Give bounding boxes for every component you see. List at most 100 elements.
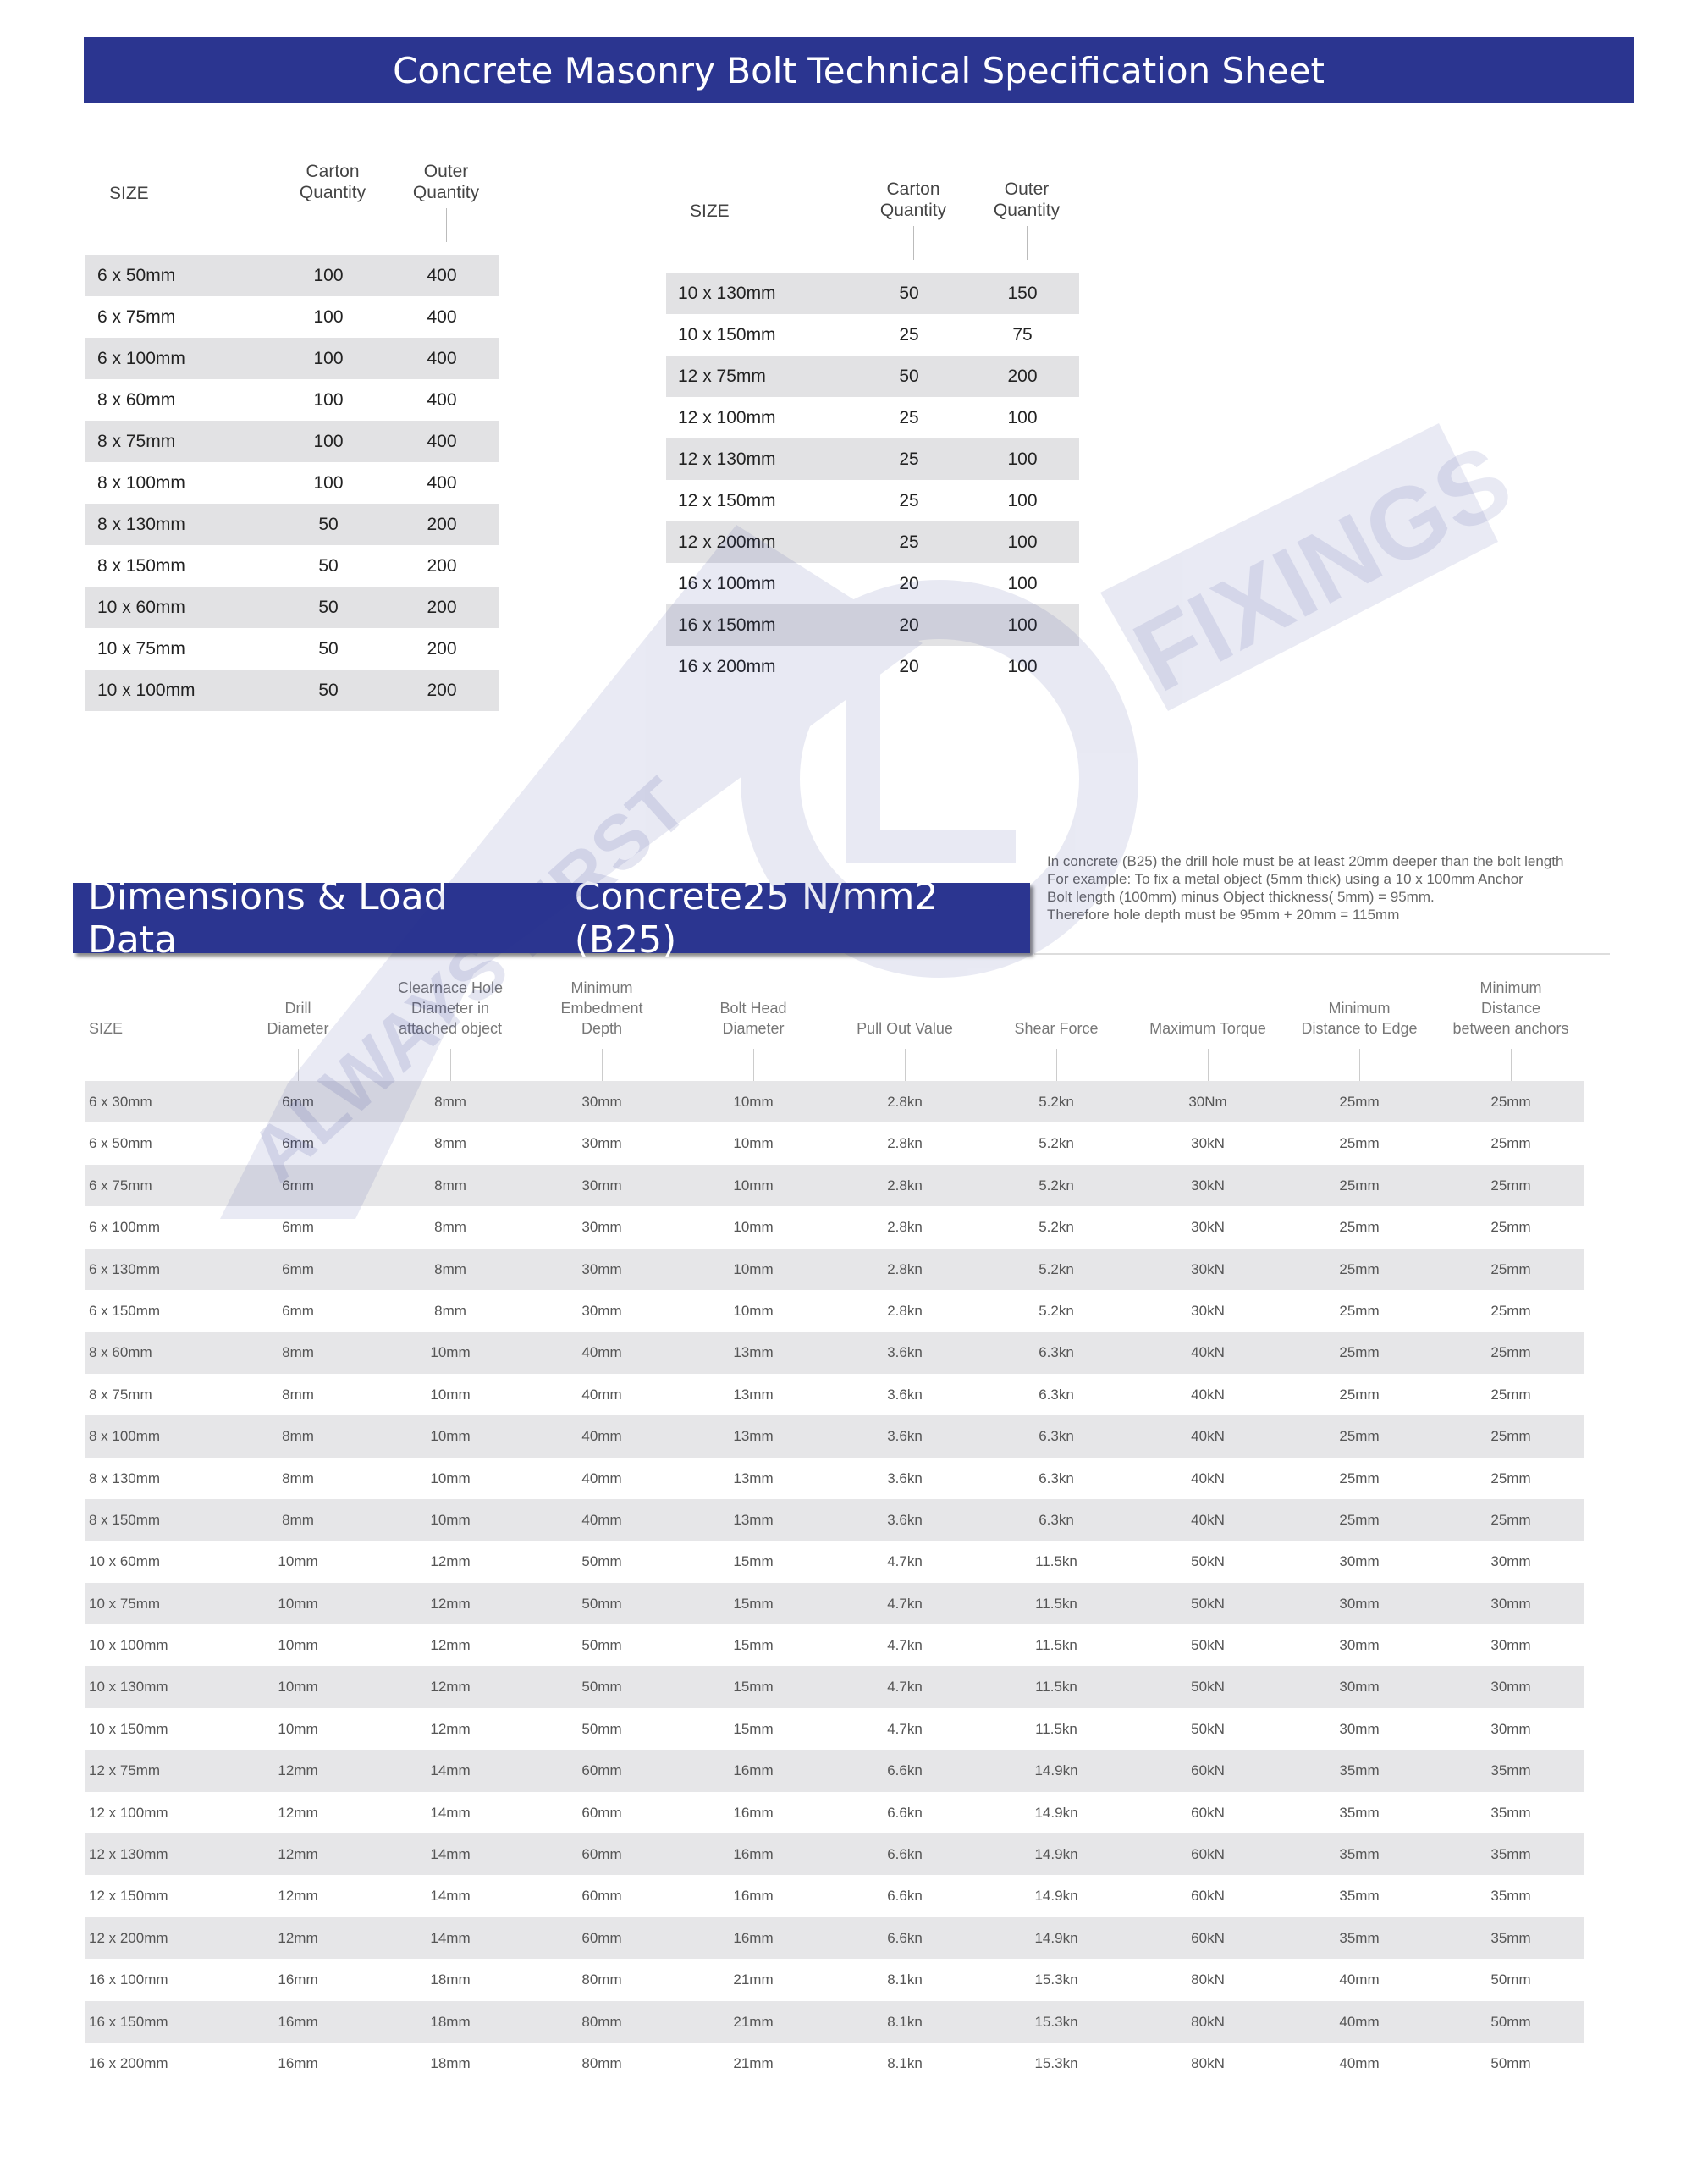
cell: 6mm xyxy=(282,1177,314,1194)
cell: 14mm xyxy=(430,1888,471,1905)
cell: 8 x 130mm xyxy=(97,514,185,534)
cell: 40mm xyxy=(1339,2054,1380,2071)
cell: 10mm xyxy=(278,1595,318,1612)
cell: 15.3kn xyxy=(1034,2054,1078,2071)
cell: 80mm xyxy=(581,2013,622,2030)
cell: 8.1kn xyxy=(887,2013,923,2030)
cell: 3.6kn xyxy=(887,1386,923,1403)
note-line-1: In concrete (B25) the drill hole must be… xyxy=(1047,853,1564,869)
cell: 5.2kn xyxy=(1039,1177,1074,1194)
table-row: 6 x 75mm 100 400 xyxy=(85,296,499,338)
cell: 400 xyxy=(427,389,457,410)
header-divider xyxy=(1027,226,1028,260)
cell: 50kN xyxy=(1191,1720,1225,1737)
cell: 25mm xyxy=(1490,1428,1531,1445)
cell: 10mm xyxy=(278,1720,318,1737)
cell: 6.3kn xyxy=(1039,1428,1074,1445)
cell: 3.6kn xyxy=(887,1344,923,1361)
cell: 25mm xyxy=(1490,1177,1531,1194)
cell: 21mm xyxy=(733,1971,774,1988)
note-line-2: For example: To fix a metal object (5mm … xyxy=(1047,871,1523,887)
table-row: 6 x 130mm 6mm 8mm 30mm 10mm 2.8kn 5.2kn 30kN 25m… xyxy=(85,1248,1584,1290)
cell: 14.9kn xyxy=(1034,1888,1078,1905)
cell: 80mm xyxy=(581,2054,622,2071)
cell: 21mm xyxy=(733,2054,774,2071)
table-row: 8 x 130mm 50 200 xyxy=(85,504,499,545)
cell: 14mm xyxy=(430,1804,471,1821)
header-size: SIZE xyxy=(109,184,149,203)
cell: 100 xyxy=(1007,573,1038,593)
cell: 25mm xyxy=(1339,1469,1380,1486)
header-divider xyxy=(905,1049,906,1081)
cell: 30kN xyxy=(1191,1260,1225,1277)
cell: 16mm xyxy=(733,1762,774,1779)
cell: 6.3kn xyxy=(1039,1386,1074,1403)
header-carton: Carton Quantity xyxy=(299,162,366,202)
header-divider xyxy=(913,226,914,260)
cell: 100 xyxy=(1007,490,1038,510)
note-line-3: Bolt length (100mm) minus Object thickne… xyxy=(1047,889,1435,905)
cell: 10mm xyxy=(733,1219,774,1236)
cell: 25 xyxy=(899,449,919,469)
table-row: 12 x 200mm 12mm 14mm 60mm 16mm 6.6kn 14.9kn 60k… xyxy=(85,1916,1584,1960)
cell: 100 xyxy=(1007,615,1038,635)
cell: 400 xyxy=(427,306,457,327)
cell: 15mm xyxy=(733,1595,774,1612)
cell: 30kN xyxy=(1191,1219,1225,1236)
cell: 10 x 100mm xyxy=(97,680,196,700)
cell: 35mm xyxy=(1490,1804,1531,1821)
cell: 50 xyxy=(899,366,919,386)
cell: 35mm xyxy=(1490,1888,1531,1905)
cell: 6.6kn xyxy=(887,1929,923,1946)
cell: 400 xyxy=(427,348,457,368)
cell: 12mm xyxy=(278,1929,318,1946)
cell: 50kN xyxy=(1191,1553,1225,1570)
cell: 8mm xyxy=(282,1511,314,1528)
table-row: 16 x 200mm 20 100 xyxy=(666,646,1079,687)
cell: 30Nm xyxy=(1188,1094,1227,1110)
cell: 30mm xyxy=(1490,1679,1531,1696)
cell: 35mm xyxy=(1490,1929,1531,1946)
cell: 200 xyxy=(427,514,457,534)
cell: 10 x 75mm xyxy=(97,638,185,659)
cell: 16mm xyxy=(733,1846,774,1863)
table-row: 10 x 75mm 10mm 12mm 50mm 15mm 4.7kn 11.5kn 50kN… xyxy=(85,1582,1584,1625)
cell: 8 x 75mm xyxy=(97,431,176,451)
cell: 10 x 150mm xyxy=(89,1720,168,1737)
cell: 11.5kn xyxy=(1035,1553,1077,1570)
cell: 35mm xyxy=(1339,1929,1380,1946)
cell: 15.3kn xyxy=(1034,1971,1078,1988)
cell: 6 x 100mm xyxy=(97,348,185,368)
cell: 60mm xyxy=(581,1804,622,1821)
cell: 10 x 75mm xyxy=(89,1595,161,1612)
cell: 2.8kn xyxy=(887,1219,923,1236)
cell: 60kN xyxy=(1191,1762,1225,1779)
cell: 30mm xyxy=(581,1302,622,1319)
cell: 25mm xyxy=(1339,1177,1380,1194)
cell: 60mm xyxy=(581,1846,622,1863)
cell: 12mm xyxy=(278,1846,318,1863)
cell: 14.9kn xyxy=(1034,1846,1078,1863)
cell: 12mm xyxy=(430,1595,471,1612)
cell: 60kN xyxy=(1191,1888,1225,1905)
cell: 8mm xyxy=(434,1260,466,1277)
table-row: 8 x 75mm 8mm 10mm 40mm 13mm 3.6kn 6.3kn 40kN 25m… xyxy=(85,1374,1584,1415)
cell: 30mm xyxy=(581,1094,622,1110)
table-row: 6 x 150mm 6mm 8mm 30mm 10mm 2.8kn 5.2kn 30kN 25m… xyxy=(85,1290,1584,1332)
cell: 30mm xyxy=(1339,1595,1380,1612)
table-row: 6 x 100mm 6mm 8mm 30mm 10mm 2.8kn 5.2kn 30kN 25m… xyxy=(85,1206,1584,1248)
cell: 25mm xyxy=(1490,1135,1531,1152)
cell: 12mm xyxy=(430,1679,471,1696)
cell: 6 x 100mm xyxy=(89,1219,161,1236)
cell: 16 x 150mm xyxy=(678,615,776,635)
cell: 18mm xyxy=(430,2013,471,2030)
cell: 16 x 200mm xyxy=(678,656,776,676)
table-header: SIZE Carton Quantity Outer Quantity xyxy=(666,154,1079,273)
cell: 25mm xyxy=(1490,1094,1531,1110)
cell: 11.5kn xyxy=(1035,1637,1077,1654)
cell: 14.9kn xyxy=(1034,1929,1078,1946)
cell: 25mm xyxy=(1339,1344,1380,1361)
table-row: 10 x 60mm 10mm 12mm 50mm 15mm 4.7kn 11.5kn 50kN… xyxy=(85,1541,1584,1582)
cell: 6mm xyxy=(282,1260,314,1277)
cell: 100 xyxy=(313,348,344,368)
